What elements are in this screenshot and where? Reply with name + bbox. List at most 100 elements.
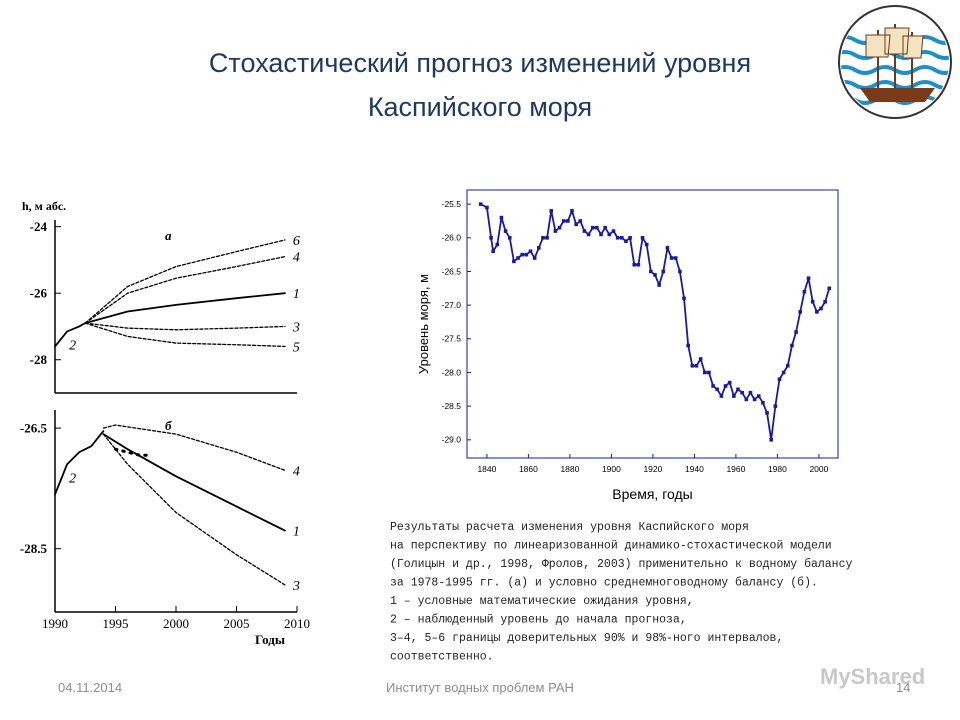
series-line <box>84 255 286 324</box>
series-line <box>84 322 286 331</box>
x-tick-label: 1995 <box>103 616 129 631</box>
x-tick-label: 1980 <box>768 464 787 474</box>
point <box>495 242 500 247</box>
series-line <box>84 292 286 325</box>
series-label: 4 <box>293 251 300 266</box>
x-tick-label: 2010 <box>284 616 310 631</box>
series-line <box>84 322 286 348</box>
series-line <box>102 433 286 532</box>
plot-frame <box>466 189 839 459</box>
point <box>536 246 541 250</box>
point <box>769 438 773 442</box>
y-tick-label: -29.0 <box>442 435 462 445</box>
point <box>632 262 637 267</box>
y-tick-label: -26.5 <box>20 420 48 435</box>
caption-line: 1 – условные математические ожидания уро… <box>390 595 694 608</box>
caption: Результаты расчета изменения уровня Касп… <box>390 521 852 664</box>
y-tick-label: -26 <box>30 286 48 301</box>
point <box>682 296 686 301</box>
point <box>561 219 566 223</box>
point <box>489 236 493 240</box>
logo <box>838 5 952 119</box>
point <box>619 236 624 240</box>
x-tick-label: 1940 <box>685 464 704 474</box>
point <box>603 225 607 230</box>
panel-label: а <box>165 228 172 243</box>
x-tick-label: 1900 <box>602 464 621 474</box>
point <box>549 209 554 213</box>
point <box>644 242 649 247</box>
point <box>815 310 819 314</box>
y-tick-label: -24 <box>30 219 48 234</box>
point <box>499 215 504 220</box>
point <box>628 236 632 240</box>
panel-label: б <box>165 418 172 433</box>
point <box>657 283 661 287</box>
footer-org: Институт водных проблем РАН <box>386 680 574 695</box>
x-tick-label: 1880 <box>560 464 579 474</box>
y-tick-label: -25.5 <box>442 199 462 209</box>
y-tick-label: -28.5 <box>20 541 48 556</box>
point <box>711 384 715 388</box>
y-tick-label: -26.5 <box>442 266 462 276</box>
series-line <box>114 447 154 457</box>
series-line <box>84 239 286 324</box>
caption-line: 2 – наблюденный уровень до начала прогно… <box>390 614 687 627</box>
title: Стохастический прогноз изменений уровня <box>209 48 751 78</box>
point <box>736 387 740 392</box>
y-tick-label: -28.5 <box>442 401 462 411</box>
point <box>640 236 645 240</box>
point <box>823 299 827 304</box>
point <box>541 236 545 240</box>
caption-line: соответственно. <box>390 651 494 664</box>
point <box>485 205 489 210</box>
point <box>520 252 524 257</box>
point <box>545 236 549 240</box>
series-label: 2 <box>69 338 76 353</box>
point <box>478 202 483 206</box>
y-tick-label: -28.0 <box>442 367 462 377</box>
series-line <box>54 322 87 348</box>
point <box>756 394 761 398</box>
point <box>553 229 558 233</box>
x-tick-label: 1860 <box>519 464 538 474</box>
point <box>740 390 744 395</box>
point <box>798 310 803 314</box>
series-label: 6 <box>293 234 300 249</box>
point <box>810 299 815 304</box>
point <box>673 256 678 260</box>
point <box>690 363 695 368</box>
point <box>578 219 583 223</box>
caption-line: за 1978-1995 гг. (а) и условно среднемно… <box>390 577 818 590</box>
point <box>819 306 823 311</box>
caption-line: Результаты расчета изменения уровня Касп… <box>390 521 749 534</box>
point <box>599 232 603 237</box>
point <box>794 330 798 334</box>
title: Каспийского моря <box>368 92 592 122</box>
x-tick-label: 2000 <box>163 616 189 631</box>
point <box>678 269 682 274</box>
point <box>574 222 578 227</box>
point <box>744 397 749 402</box>
point <box>761 400 765 405</box>
point <box>595 225 599 230</box>
y-axis-label: h, м абс. <box>22 199 66 213</box>
point <box>686 343 690 348</box>
y-tick-label: -27.0 <box>442 300 462 310</box>
point <box>802 289 807 294</box>
point <box>653 273 657 277</box>
point <box>827 286 832 291</box>
point <box>698 357 703 361</box>
point <box>785 363 790 368</box>
point <box>507 236 512 240</box>
point <box>491 249 495 254</box>
y-tick-label: -28 <box>30 352 48 367</box>
point <box>661 269 666 274</box>
series-label: 2 <box>69 471 76 486</box>
point <box>566 219 570 223</box>
series-label: 3 <box>292 579 300 594</box>
x-tick-label: 1840 <box>477 464 496 474</box>
point <box>586 232 591 237</box>
point <box>773 404 778 408</box>
point <box>582 229 587 233</box>
